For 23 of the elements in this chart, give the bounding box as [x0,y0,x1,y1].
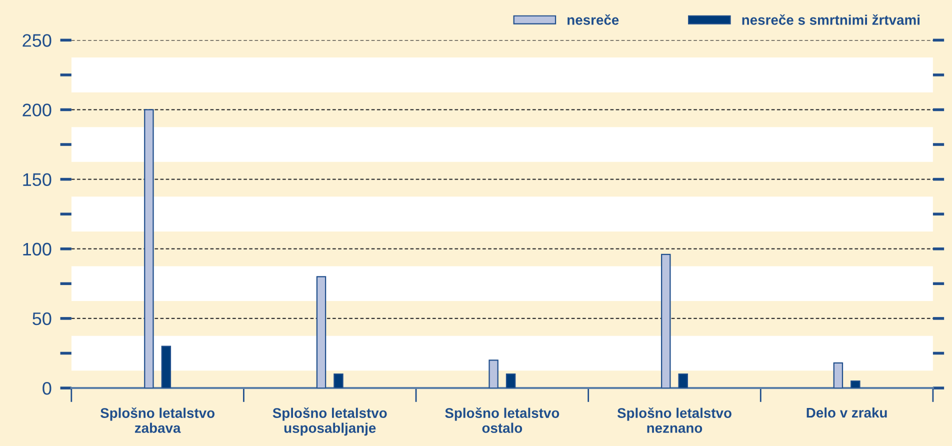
legend-label: nesreče [568,14,619,25]
bar [850,380,860,388]
x-tick-label: Splošno letalstvo zabava [100,407,215,433]
bar [144,109,154,388]
bar [316,276,326,388]
bar [488,360,498,388]
bar [506,374,516,388]
y-tick-label: 50 [32,312,52,326]
y-tick-label: 0 [42,382,52,395]
bar [661,254,671,388]
legend-label: nesreče s smrtnimi žrtvami [742,14,920,25]
bar [161,346,172,388]
y-tick-label: 200 [22,104,52,116]
x-tick-label: Splošno letalstvo ostalo [445,407,560,433]
x-tick-label: Splošno letalstvo usposabljanje [272,407,387,436]
y-tick-label: 150 [23,173,52,186]
y-tick-label: 100 [23,242,52,256]
bar [678,374,688,388]
bar [334,374,344,388]
x-tick-label: Delo v zraku [806,407,887,418]
x-tick-label: Splošno letalstvo neznano [617,407,732,433]
y-tick-label: 250 [22,34,52,47]
bar [833,362,844,388]
